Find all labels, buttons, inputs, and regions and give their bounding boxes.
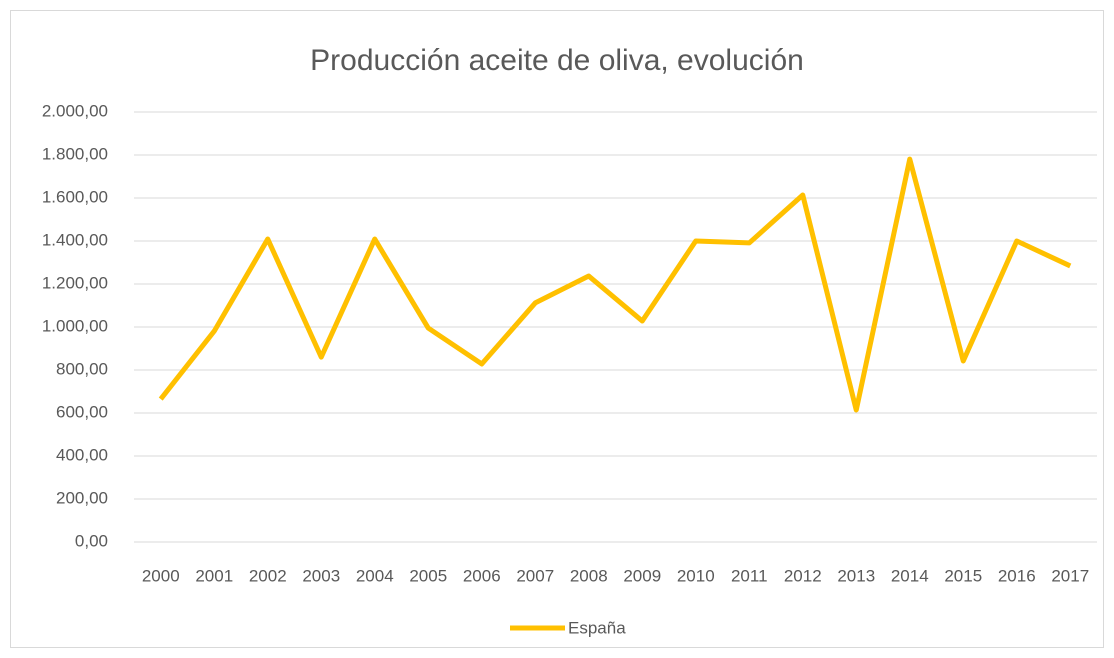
x-tick-label: 2008 [570, 566, 608, 585]
x-tick-label: 2003 [302, 566, 340, 585]
y-tick-label: 400,00 [56, 445, 108, 464]
y-tick-label: 1.400,00 [42, 230, 108, 249]
legend-label: España [568, 618, 626, 637]
x-tick-label: 2002 [249, 566, 287, 585]
x-tick-label: 2011 [731, 566, 768, 585]
y-tick-label: 1.800,00 [42, 144, 108, 163]
y-tick-label: 1.200,00 [42, 273, 108, 292]
x-tick-label: 2015 [944, 566, 982, 585]
y-tick-label: 200,00 [56, 488, 108, 507]
y-tick-label: 1.600,00 [42, 187, 108, 206]
x-tick-label: 2017 [1051, 566, 1089, 585]
x-tick-label: 2004 [356, 566, 394, 585]
x-tick-label: 2000 [142, 566, 180, 585]
x-tick-label: 2012 [784, 566, 822, 585]
x-tick-label: 2005 [409, 566, 447, 585]
chart-title: Producción aceite de oliva, evolución [310, 44, 804, 77]
x-tick-label: 2009 [623, 566, 661, 585]
x-tick-label: 2007 [516, 566, 554, 585]
x-tick-label: 2016 [998, 566, 1036, 585]
y-tick-label: 800,00 [56, 359, 108, 378]
x-tick-label: 2013 [837, 566, 875, 585]
x-tick-label: 2006 [463, 566, 501, 585]
y-tick-label: 1.000,00 [42, 316, 108, 335]
chart-border [10, 10, 1104, 648]
y-tick-label: 0,00 [75, 531, 108, 550]
x-tick-label: 2014 [891, 566, 929, 585]
y-tick-label: 600,00 [56, 402, 108, 421]
x-tick-label: 2001 [195, 566, 233, 585]
x-tick-label: 2010 [677, 566, 715, 585]
y-tick-label: 2.000,00 [42, 101, 108, 120]
data-line [158, 156, 1072, 413]
